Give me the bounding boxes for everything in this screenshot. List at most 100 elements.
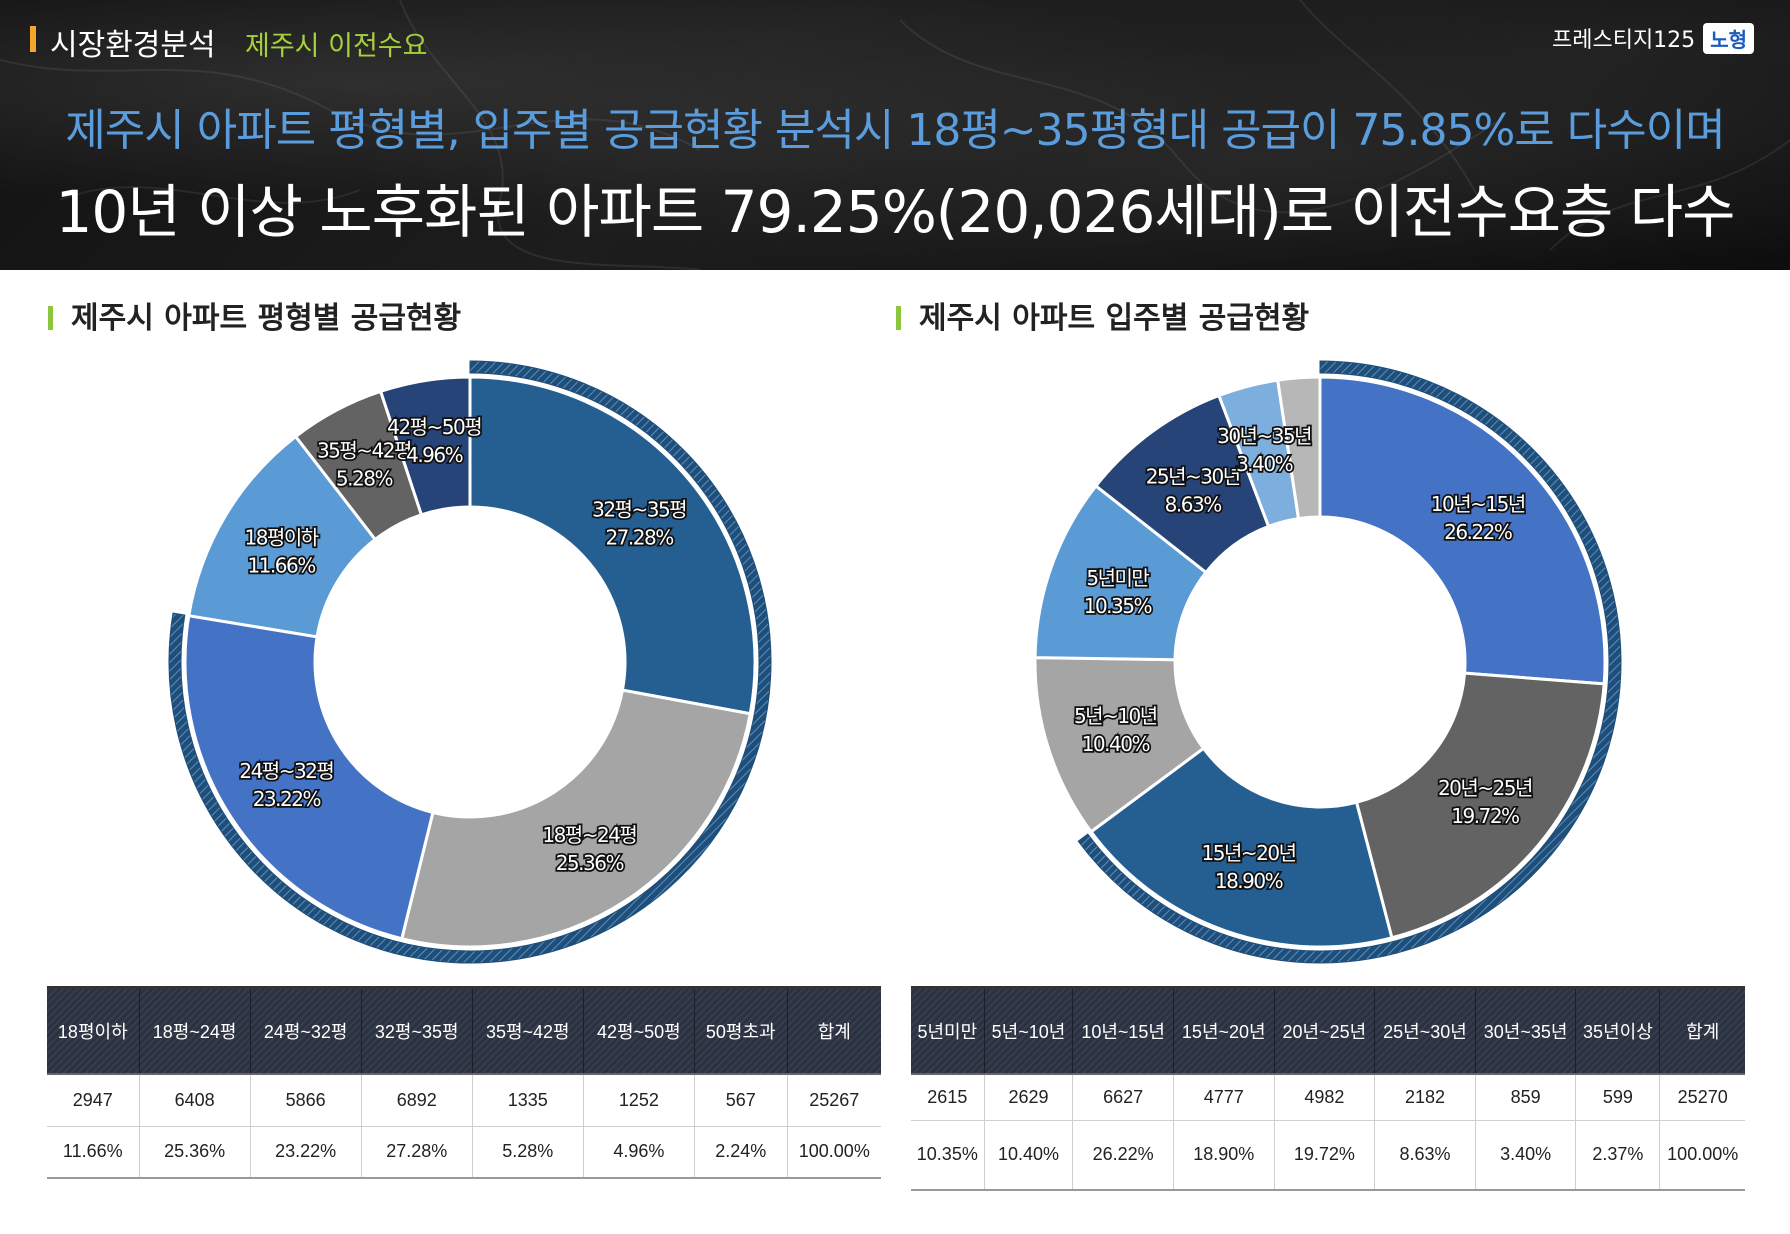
right-donut-category-label: 5년~10년 bbox=[1074, 704, 1157, 728]
left-donut-category-label: 35평~42평 bbox=[317, 438, 411, 462]
section-subtitle: 제주시 이전수요 bbox=[245, 31, 428, 62]
table-percent-cell: 10.35% bbox=[911, 1120, 985, 1191]
table-count-cell: 567 bbox=[694, 1074, 788, 1127]
table-percent-cell: 26.22% bbox=[1072, 1120, 1174, 1191]
left-donut-category-label: 18평이하 bbox=[244, 525, 318, 549]
table-header-cell: 30년~35년 bbox=[1475, 987, 1577, 1075]
headline-secondary: 10년 이상 노후화된 아파트 79.25%(20,026세대)로 이전수요층 … bbox=[55, 178, 1736, 246]
right-donut-value-label: 10.35% bbox=[1084, 594, 1152, 618]
right-donut-value-label: 10.40% bbox=[1082, 732, 1150, 756]
table-header-cell: 5년~10년 bbox=[984, 987, 1074, 1075]
table-header-cell: 18평이하 bbox=[47, 987, 140, 1075]
table-row-percents: 10.35% 10.40% 26.22% 18.90% 19.72% 8.63% 3.40%… bbox=[911, 1120, 1745, 1191]
left-donut-slice bbox=[468, 375, 757, 716]
table-count-cell: 2182 bbox=[1374, 1074, 1476, 1121]
table-row-counts: 2947 6408 5866 6892 1335 1252 567 25267 bbox=[47, 1074, 881, 1127]
right-donut-value-label: 18.90% bbox=[1215, 869, 1283, 893]
table-header-cell: 15년~20년 bbox=[1173, 987, 1275, 1075]
right-donut-category-label: 30년~35년 bbox=[1217, 424, 1311, 448]
right-donut-value-label: 19.72% bbox=[1451, 804, 1519, 828]
left-donut-value-label: 25.36% bbox=[556, 851, 624, 875]
right-donut-slice bbox=[1354, 671, 1606, 940]
table-percent-cell: 100.00% bbox=[787, 1126, 881, 1179]
table-count-cell: 2947 bbox=[47, 1074, 140, 1127]
left-donut-slice bbox=[378, 375, 472, 517]
table-header-cell: 20년~25년 bbox=[1274, 987, 1376, 1075]
table-count-cell: 25267 bbox=[787, 1074, 881, 1127]
table-percent-cell: 19.72% bbox=[1274, 1120, 1376, 1191]
table-header-cell: 합계 bbox=[1659, 987, 1745, 1075]
right-donut-slice bbox=[1276, 375, 1322, 521]
table-count-cell: 859 bbox=[1475, 1074, 1577, 1121]
right-donut-category-label: 10년~15년 bbox=[1431, 492, 1525, 516]
left-donut-value-label: 23.22% bbox=[253, 787, 321, 811]
right-donut-value-label: 8.63% bbox=[1165, 493, 1222, 517]
title-marker bbox=[48, 306, 53, 330]
right-supply-table: 5년미만 5년~10년 10년~15년 15년~20년 20년~25년 25년~30년 30… bbox=[911, 986, 1745, 1191]
brand-badge: 노형 bbox=[1703, 22, 1754, 54]
table-count-cell: 2629 bbox=[984, 1074, 1074, 1121]
marble-texture bbox=[0, 0, 1790, 270]
left-chart-title-text: 제주시 아파트 평형별 공급현황 bbox=[71, 301, 462, 336]
section-title: 시장환경분석 bbox=[50, 28, 216, 63]
left-donut-value-label: 5.28% bbox=[336, 466, 393, 490]
title-marker bbox=[896, 306, 901, 330]
table-count-cell: 1252 bbox=[583, 1074, 695, 1127]
table-count-cell: 1335 bbox=[472, 1074, 584, 1127]
table-percent-cell: 8.63% bbox=[1374, 1120, 1476, 1191]
left-donut-category-label: 18평~24평 bbox=[542, 823, 636, 847]
right-donut-value-label: 3.40% bbox=[1236, 452, 1293, 476]
headline-primary: 제주시 아파트 평형별, 입주별 공급현황 분석시 18평~35평형대 공급이 … bbox=[65, 105, 1725, 156]
left-donut-category-label: 42평~50평 bbox=[387, 415, 481, 439]
table-header-cell: 24평~32평 bbox=[250, 987, 362, 1075]
table-percent-cell: 23.22% bbox=[250, 1126, 362, 1179]
right-donut-value-label: 26.22% bbox=[1444, 520, 1512, 544]
right-donut-highlight-arc bbox=[1077, 360, 1622, 964]
table-count-cell: 5866 bbox=[250, 1074, 362, 1127]
left-donut-category-label: 32평~35평 bbox=[592, 497, 686, 521]
table-count-cell: 6408 bbox=[139, 1074, 251, 1127]
right-donut-category-label: 5년미만 bbox=[1086, 566, 1149, 590]
left-donut-highlight-arc bbox=[168, 360, 772, 964]
table-percent-cell: 25.36% bbox=[139, 1126, 251, 1179]
left-donut-value-label: 4.96% bbox=[406, 443, 463, 467]
brand-name: 프레스티지125 bbox=[1551, 28, 1696, 53]
table-count-cell: 4777 bbox=[1173, 1074, 1275, 1121]
table-percent-cell: 18.90% bbox=[1173, 1120, 1275, 1191]
table-header-cell: 42평~50평 bbox=[583, 987, 695, 1075]
table-count-cell: 2615 bbox=[911, 1074, 985, 1121]
table-row-counts: 2615 2629 6627 4777 4982 2182 859 599 25270 bbox=[911, 1074, 1745, 1121]
left-donut-category-label: 24평~32평 bbox=[239, 759, 333, 783]
table-percent-cell: 2.24% bbox=[694, 1126, 788, 1179]
table-header-row: 18평이하 18평~24평 24평~32평 32평~35평 35평~42평 42평~50평… bbox=[47, 987, 881, 1075]
table-percent-cell: 100.00% bbox=[1659, 1120, 1745, 1191]
table-count-cell: 599 bbox=[1575, 1074, 1661, 1121]
right-chart-title-text: 제주시 아파트 입주별 공급현황 bbox=[919, 301, 1310, 336]
table-percent-cell: 2.37% bbox=[1575, 1120, 1661, 1191]
left-donut-value-label: 11.66% bbox=[247, 553, 315, 577]
table-count-cell: 4982 bbox=[1274, 1074, 1376, 1121]
table-percent-cell: 27.28% bbox=[361, 1126, 473, 1179]
left-donut-slice bbox=[183, 613, 435, 941]
table-percent-cell: 10.40% bbox=[984, 1120, 1074, 1191]
table-header-cell: 50평초과 bbox=[694, 987, 788, 1075]
table-header-cell: 10년~15년 bbox=[1072, 987, 1174, 1075]
table-header-cell: 35평~42평 bbox=[472, 987, 584, 1075]
right-donut-category-label: 25년~30년 bbox=[1146, 465, 1240, 489]
brand: 프레스티지125 노형 bbox=[1552, 22, 1754, 54]
table-header-cell: 18평~24평 bbox=[139, 987, 251, 1075]
right-donut-category-label: 20년~25년 bbox=[1438, 776, 1532, 800]
right-donut-slice bbox=[1318, 375, 1607, 686]
table-row-percents: 11.66% 25.36% 23.22% 27.28% 5.28% 4.96% 2.24% 1… bbox=[47, 1126, 881, 1179]
right-chart-title: 제주시 아파트 입주별 공급현황 bbox=[896, 293, 1309, 337]
section-marker bbox=[30, 26, 36, 52]
table-count-cell: 6892 bbox=[361, 1074, 473, 1127]
left-supply-table: 18평이하 18평~24평 24평~32평 32평~35평 35평~42평 42평~50평… bbox=[47, 986, 881, 1179]
right-donut-category-label: 15년~20년 bbox=[1202, 841, 1296, 865]
left-chart-title: 제주시 아파트 평형별 공급현황 bbox=[48, 293, 461, 337]
table-header-cell: 32평~35평 bbox=[361, 987, 473, 1075]
table-percent-cell: 5.28% bbox=[472, 1126, 584, 1179]
table-header-row: 5년미만 5년~10년 10년~15년 15년~20년 20년~25년 25년~30년 30… bbox=[911, 987, 1745, 1075]
table-percent-cell: 3.40% bbox=[1475, 1120, 1577, 1191]
